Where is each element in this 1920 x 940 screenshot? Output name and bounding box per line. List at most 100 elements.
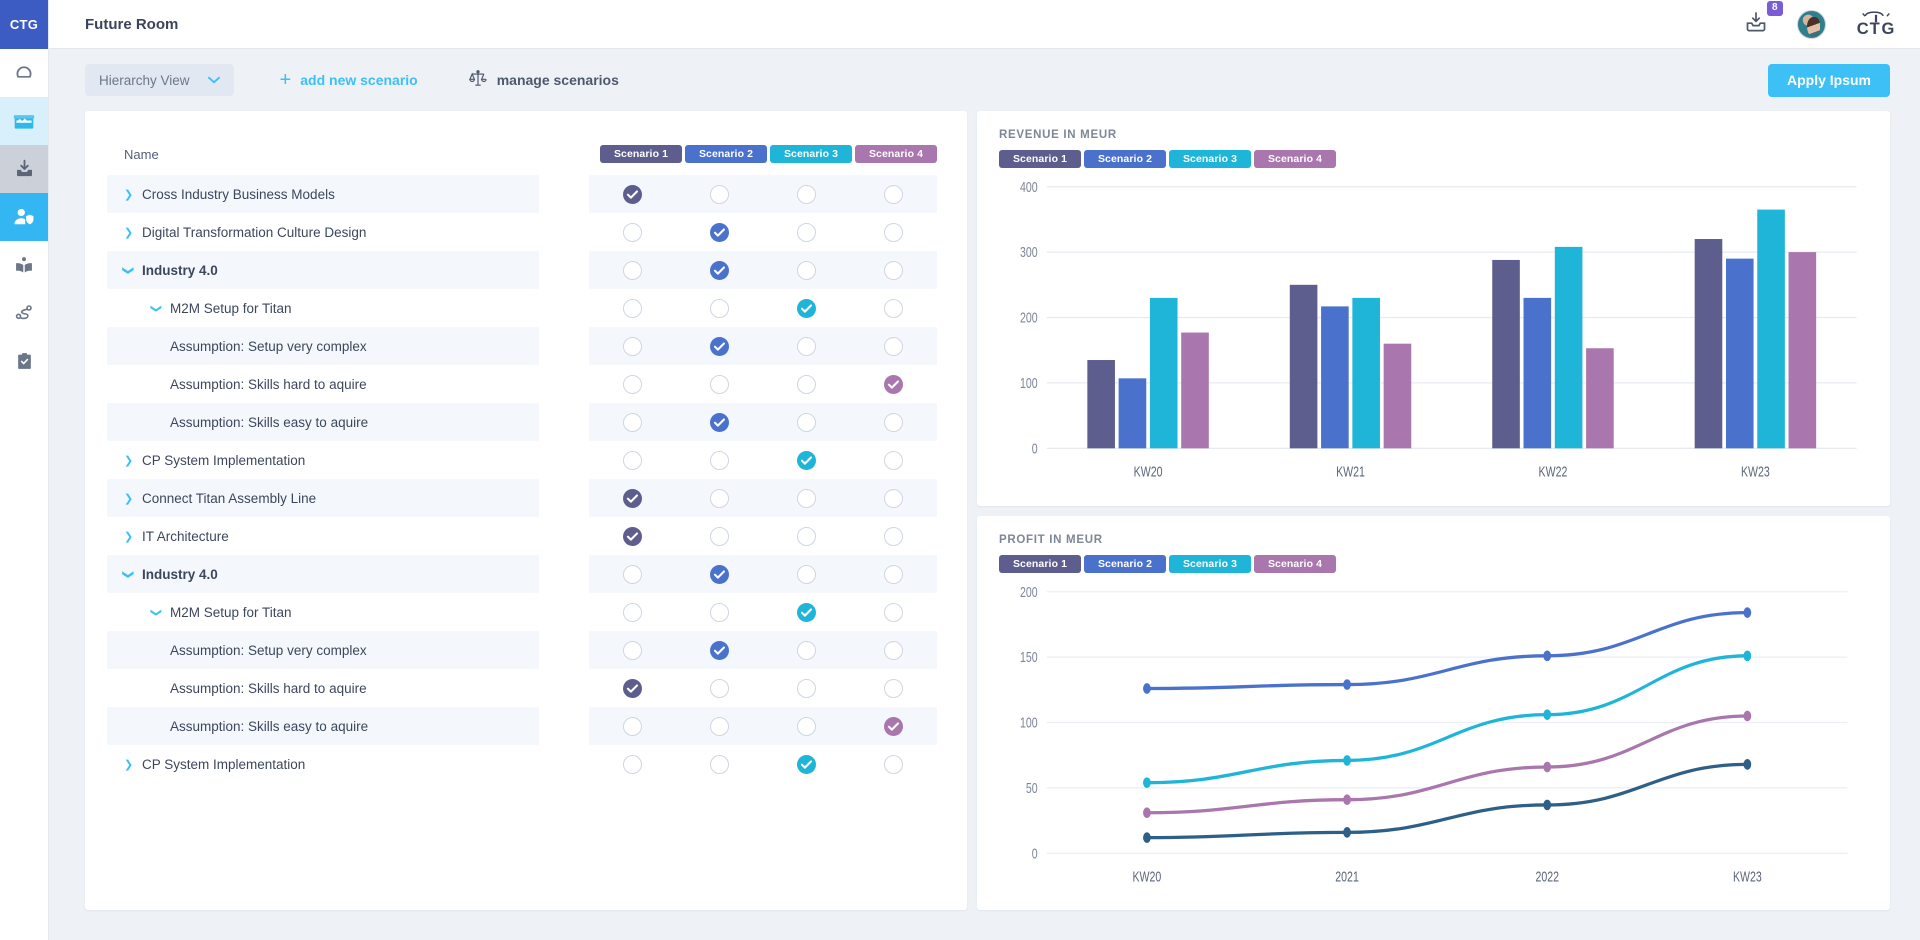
scenario-radio-2[interactable] (676, 336, 763, 356)
chevron-down-icon[interactable]: ❯ (122, 265, 134, 275)
scenario-radio-1[interactable] (589, 184, 676, 204)
scenario-column-header-1[interactable]: Scenario 1 (600, 145, 682, 163)
header-inbox-button[interactable]: 8 (1743, 0, 1783, 39)
scenario-radio-4[interactable] (850, 412, 937, 432)
table-row[interactable]: Assumption: Skills easy to aquire (107, 707, 937, 745)
scenario-radio-4[interactable] (850, 754, 937, 774)
scenario-radio-4[interactable] (850, 336, 937, 356)
scenario-radio-1[interactable] (589, 716, 676, 736)
scenario-radio-4[interactable] (850, 184, 937, 204)
scenario-radio-1[interactable] (589, 640, 676, 660)
scenario-radio-1[interactable] (589, 754, 676, 774)
table-row[interactable]: Assumption: Skills hard to aquire (107, 669, 937, 707)
sidebar-item-inbox[interactable] (0, 145, 48, 193)
scenario-radio-3[interactable] (763, 564, 850, 584)
scenario-radio-4[interactable] (850, 260, 937, 280)
scenario-radio-1[interactable] (589, 526, 676, 546)
scenario-radio-2[interactable] (676, 260, 763, 280)
scenario-radio-3[interactable] (763, 374, 850, 394)
scenario-radio-2[interactable] (676, 412, 763, 432)
manage-scenarios-button[interactable]: manage scenarios (468, 69, 619, 91)
table-row[interactable]: Assumption: Skills easy to aquire (107, 403, 937, 441)
chevron-right-icon[interactable]: ❯ (124, 758, 134, 771)
chevron-down-icon[interactable]: ❯ (150, 607, 162, 617)
scenario-radio-1[interactable] (589, 298, 676, 318)
scenario-radio-3[interactable] (763, 336, 850, 356)
table-row[interactable]: ❯ Industry 4.0 (107, 251, 937, 289)
scenario-radio-4[interactable] (850, 222, 937, 242)
add-new-scenario-button[interactable]: + add new scenario (280, 70, 418, 90)
scenario-radio-2[interactable] (676, 222, 763, 242)
table-row[interactable]: ❯ IT Architecture (107, 517, 937, 555)
table-row[interactable]: Assumption: Setup very complex (107, 327, 937, 365)
scenario-radio-2[interactable] (676, 374, 763, 394)
chevron-right-icon[interactable]: ❯ (124, 226, 134, 239)
table-row[interactable]: ❯ Connect Titan Assembly Line (107, 479, 937, 517)
scenario-radio-1[interactable] (589, 336, 676, 356)
scenario-radio-2[interactable] (676, 298, 763, 318)
profit-legend-item-3[interactable]: Scenario 3 (1169, 554, 1251, 573)
chevron-right-icon[interactable]: ❯ (124, 530, 134, 543)
sidebar-item-dashboard[interactable] (0, 49, 48, 97)
scenario-radio-3[interactable] (763, 184, 850, 204)
scenario-column-header-4[interactable]: Scenario 4 (855, 145, 937, 163)
scenario-radio-1[interactable] (589, 412, 676, 432)
table-row[interactable]: Assumption: Skills hard to aquire (107, 365, 937, 403)
apply-button[interactable]: Apply Ipsum (1767, 63, 1890, 97)
scenario-radio-1[interactable] (589, 260, 676, 280)
scenario-column-header-3[interactable]: Scenario 3 (770, 145, 852, 163)
chevron-down-icon[interactable]: ❯ (122, 569, 134, 579)
sidebar-item-tasks[interactable] (0, 337, 48, 385)
chevron-right-icon[interactable]: ❯ (124, 492, 134, 505)
revenue-legend-item-2[interactable]: Scenario 2 (1084, 150, 1166, 168)
scenario-radio-3[interactable] (763, 754, 850, 774)
scenario-radio-3[interactable] (763, 716, 850, 736)
scenario-radio-4[interactable] (850, 602, 937, 622)
scenario-radio-1[interactable] (589, 222, 676, 242)
scenario-radio-3[interactable] (763, 222, 850, 242)
table-row[interactable]: ❯ Digital Transformation Culture Design (107, 213, 937, 251)
profit-legend-item-4[interactable]: Scenario 4 (1254, 554, 1336, 573)
sidebar-item-future-room[interactable] (0, 97, 48, 145)
rail-logo[interactable]: CTG (0, 0, 48, 49)
avatar[interactable] (1797, 9, 1826, 39)
scenario-radio-2[interactable] (676, 488, 763, 508)
scenario-radio-3[interactable] (763, 526, 850, 546)
scenario-radio-3[interactable] (763, 602, 850, 622)
scenario-radio-2[interactable] (676, 526, 763, 546)
scenario-radio-1[interactable] (589, 678, 676, 698)
scenario-radio-2[interactable] (676, 640, 763, 660)
scenario-radio-4[interactable] (850, 564, 937, 584)
scenario-radio-3[interactable] (763, 412, 850, 432)
scenario-radio-4[interactable] (850, 488, 937, 508)
scenario-radio-3[interactable] (763, 488, 850, 508)
table-row[interactable]: Assumption: Setup very complex (107, 631, 937, 669)
table-row[interactable]: ❯ Cross Industry Business Models (107, 175, 937, 213)
scenario-radio-4[interactable] (850, 526, 937, 546)
scenario-radio-4[interactable] (850, 678, 937, 698)
scenario-radio-2[interactable] (676, 716, 763, 736)
table-row[interactable]: ❯ M2M Setup for Titan (107, 289, 937, 327)
scenario-radio-1[interactable] (589, 450, 676, 470)
scenario-radio-4[interactable] (850, 298, 937, 318)
revenue-legend-item-1[interactable]: Scenario 1 (999, 150, 1081, 168)
revenue-legend-item-4[interactable]: Scenario 4 (1254, 150, 1336, 168)
chevron-down-icon[interactable]: ❯ (150, 303, 162, 313)
scenario-radio-4[interactable] (850, 450, 937, 470)
scenario-radio-3[interactable] (763, 298, 850, 318)
sidebar-item-users[interactable] (0, 193, 48, 241)
scenario-radio-4[interactable] (850, 640, 937, 660)
view-mode-select[interactable]: Hierarchy View (85, 64, 234, 96)
scenario-radio-2[interactable] (676, 564, 763, 584)
scenario-radio-2[interactable] (676, 678, 763, 698)
scenario-radio-1[interactable] (589, 488, 676, 508)
revenue-legend-item-3[interactable]: Scenario 3 (1169, 150, 1251, 168)
scenario-radio-2[interactable] (676, 754, 763, 774)
scenario-radio-2[interactable] (676, 450, 763, 470)
chevron-right-icon[interactable]: ❯ (124, 188, 134, 201)
table-row[interactable]: ❯ CP System Implementation (107, 441, 937, 479)
sidebar-item-roadmap[interactable] (0, 289, 48, 337)
profit-legend-item-1[interactable]: Scenario 1 (999, 554, 1081, 573)
table-row[interactable]: ❯ M2M Setup for Titan (107, 593, 937, 631)
scenario-radio-2[interactable] (676, 184, 763, 204)
